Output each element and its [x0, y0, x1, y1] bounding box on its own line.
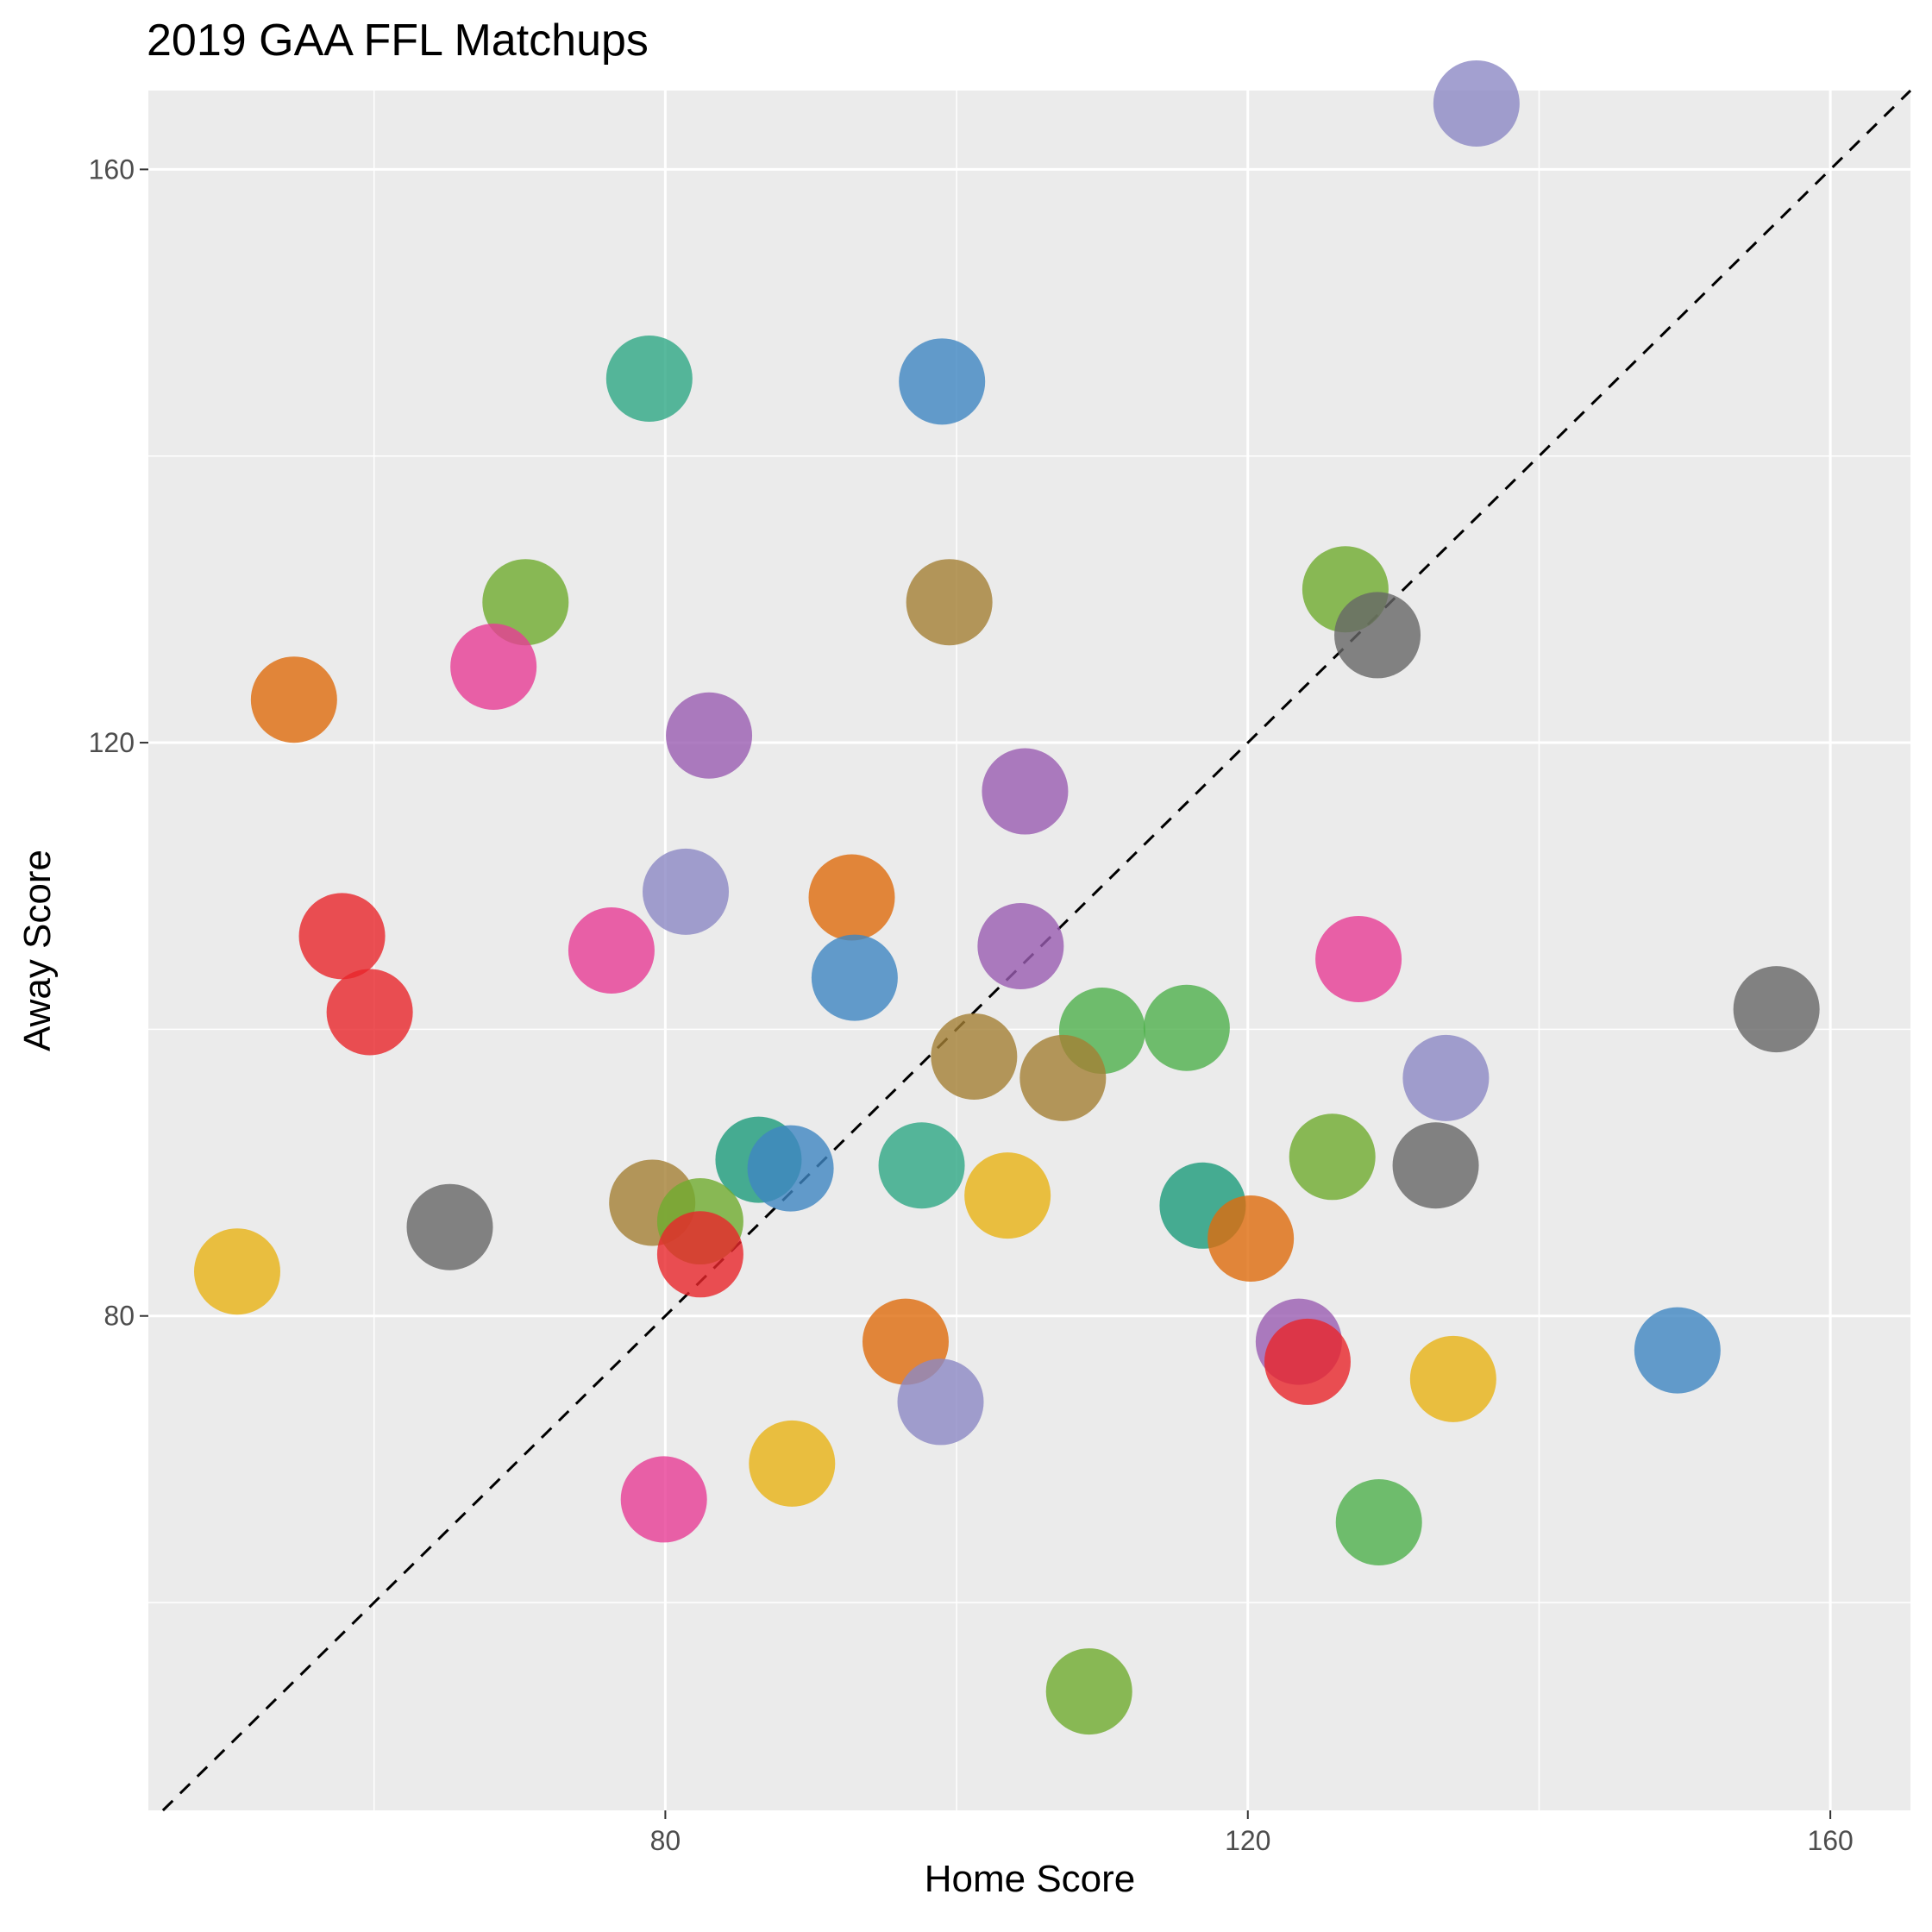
- data-point: [568, 907, 655, 994]
- data-point: [1634, 1307, 1721, 1394]
- data-point: [666, 692, 753, 779]
- x-tick-label: 80: [650, 1825, 681, 1856]
- data-point: [1289, 1113, 1376, 1201]
- axes: 80 120 160 80 120 160: [89, 154, 1854, 1856]
- data-point: [931, 1013, 1018, 1100]
- data-point: [897, 1358, 984, 1446]
- data-point: [193, 1228, 280, 1315]
- y-tick-label: 160: [89, 154, 135, 185]
- data-point: [250, 656, 337, 743]
- data-point: [1409, 1335, 1496, 1422]
- data-point: [326, 969, 413, 1056]
- data-point: [482, 559, 569, 646]
- data-point: [1264, 1318, 1351, 1405]
- data-point: [1392, 1122, 1479, 1209]
- data-point: [1143, 984, 1230, 1071]
- data-point: [1334, 592, 1421, 679]
- data-point: [1315, 915, 1402, 1002]
- data-point: [450, 623, 537, 710]
- data-point: [811, 934, 898, 1021]
- data-point: [964, 1152, 1051, 1239]
- data-point: [1335, 1479, 1422, 1566]
- data-point: [1733, 966, 1820, 1053]
- data-point: [808, 854, 895, 941]
- data-point: [747, 1125, 834, 1212]
- y-axis-title: Away Score: [16, 850, 59, 1051]
- y-tick-label: 120: [89, 727, 135, 758]
- chart-title: 2019 GAA FFL Matchups: [147, 16, 649, 66]
- data-point: [1402, 1034, 1490, 1121]
- data-point: [899, 338, 986, 425]
- data-points: [193, 60, 1820, 1735]
- data-point: [406, 1183, 493, 1270]
- data-point: [1019, 1034, 1107, 1121]
- data-point: [620, 1456, 707, 1543]
- data-point: [982, 748, 1069, 835]
- data-point: [1045, 1648, 1132, 1735]
- data-point: [298, 893, 386, 980]
- x-tick-label: 160: [1807, 1825, 1853, 1856]
- data-point: [749, 1420, 836, 1507]
- data-point: [977, 903, 1064, 990]
- y-tick-label: 80: [104, 1301, 135, 1332]
- data-point: [1208, 1195, 1295, 1282]
- x-axis-title: Home Score: [925, 1858, 1136, 1900]
- data-point: [906, 559, 993, 646]
- data-point: [643, 848, 730, 935]
- x-tick-label: 120: [1225, 1825, 1270, 1856]
- data-point: [605, 335, 693, 422]
- data-point: [1433, 60, 1520, 147]
- data-point: [878, 1122, 965, 1209]
- data-point: [656, 1211, 743, 1298]
